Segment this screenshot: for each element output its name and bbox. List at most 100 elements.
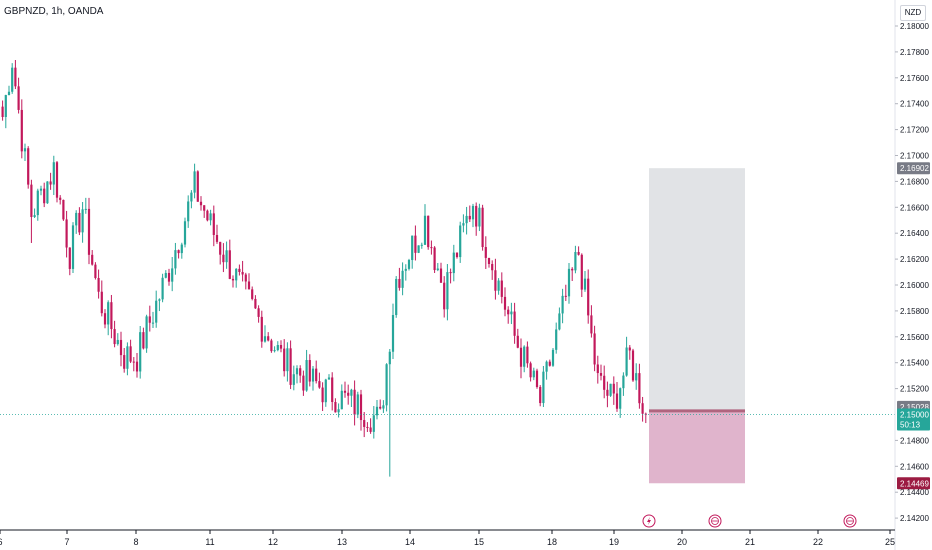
candle-body (235, 268, 238, 281)
candle-body (369, 427, 372, 432)
candle-body (27, 148, 30, 185)
candle-body (199, 201, 203, 206)
candle-body (49, 181, 52, 185)
candle-body (116, 339, 119, 345)
candle-body (385, 364, 388, 406)
candle-body (126, 346, 129, 369)
candle-body (635, 373, 638, 381)
time-tick-label: 6 (0, 537, 3, 547)
time-tick-label: 19 (609, 537, 619, 547)
candle-body (548, 361, 551, 366)
candle-body (100, 291, 103, 314)
candle-body (417, 245, 420, 253)
candle-body (238, 268, 241, 273)
candle-body (619, 388, 622, 409)
candle-body (628, 347, 631, 351)
candle-body (631, 350, 635, 381)
candle-body (65, 219, 68, 248)
take-profit-zone (649, 410, 745, 484)
candle-body (129, 346, 132, 362)
candle-body (23, 148, 27, 152)
event-markers[interactable] (642, 514, 857, 528)
candle-body (260, 316, 263, 342)
candle-body (91, 254, 94, 265)
candle-body (574, 252, 577, 271)
candle-body (340, 390, 343, 410)
candle-body (452, 252, 455, 274)
time-tick-label: 11 (205, 537, 214, 547)
candle-body (433, 247, 436, 271)
candle-body (583, 278, 587, 290)
candle-body (196, 171, 199, 202)
candle-body (430, 247, 433, 249)
candle-body (475, 205, 478, 227)
price-tick-label: 2.16200 (900, 255, 929, 264)
price-tick-label: 2.15400 (900, 359, 929, 368)
time-tick-label: 25 (885, 537, 895, 547)
current-price-tag (897, 408, 930, 431)
candle-body (606, 389, 609, 396)
candle-body (318, 381, 321, 388)
candle-body (529, 363, 532, 378)
candle-body (471, 205, 475, 220)
candle-body (244, 274, 247, 282)
candle-body (535, 370, 539, 388)
candle-body (59, 197, 62, 200)
candle-body (523, 346, 526, 367)
price-tick-label: 2.17200 (900, 126, 929, 135)
candle-body (337, 409, 340, 413)
candle-body (455, 252, 459, 258)
candle-body (273, 350, 276, 352)
current-price-label: 2.15000 (900, 411, 929, 420)
candle-body (478, 207, 481, 227)
candle-body (132, 361, 135, 363)
candle-body (407, 260, 411, 269)
candle-body (353, 389, 356, 415)
candle-body (625, 347, 628, 376)
price-tick-label: 2.15800 (900, 307, 929, 316)
candle-body (222, 254, 225, 263)
candle-body (497, 280, 500, 291)
candle-body (465, 215, 468, 224)
candle-body (209, 213, 212, 221)
candle-body (302, 375, 305, 391)
candle-body (587, 278, 590, 316)
candle-body (257, 308, 260, 317)
candle-body (539, 387, 542, 404)
price-tick-label: 2.17800 (900, 48, 929, 57)
candle-body (177, 250, 180, 254)
candle-body (459, 225, 462, 258)
candle-body (622, 375, 625, 389)
candle-body (638, 373, 641, 404)
time-axis[interactable]: 6 7 8 11 12 13 14 15 18 19 20 21 22 25 (0, 529, 895, 547)
candle-body (350, 389, 353, 396)
candle-body (164, 272, 167, 278)
candle-body (612, 383, 615, 394)
candle-body (75, 212, 78, 226)
price-tick-label: 2.15600 (900, 333, 929, 342)
price-tick-label: 2.17000 (900, 152, 929, 161)
candle-body (510, 311, 513, 315)
candle-body (87, 208, 91, 255)
chart-title: GBPNZD, 1h, OANDA (4, 6, 104, 17)
time-tick-label: 7 (64, 537, 69, 547)
candle-body (279, 345, 283, 349)
candle-body (190, 192, 193, 202)
price-axis[interactable]: 2.18000 2.17800 2.17600 2.17400 2.17200 2.170… (894, 0, 929, 550)
candle-body (183, 221, 187, 245)
candle-body (379, 406, 382, 409)
candle-body (395, 278, 398, 316)
lightning-glyph (647, 517, 651, 525)
price-tick-label: 2.14200 (900, 514, 929, 523)
candle-body (174, 250, 177, 269)
candle-body (391, 315, 395, 352)
candle-body (241, 272, 244, 275)
candle-body (615, 393, 619, 409)
currency-button[interactable]: NZD (900, 5, 926, 21)
candle-body (11, 67, 14, 92)
position-zones[interactable] (649, 168, 745, 484)
candle-body (46, 181, 49, 204)
candle-body (580, 254, 583, 290)
candle-body (7, 91, 11, 96)
